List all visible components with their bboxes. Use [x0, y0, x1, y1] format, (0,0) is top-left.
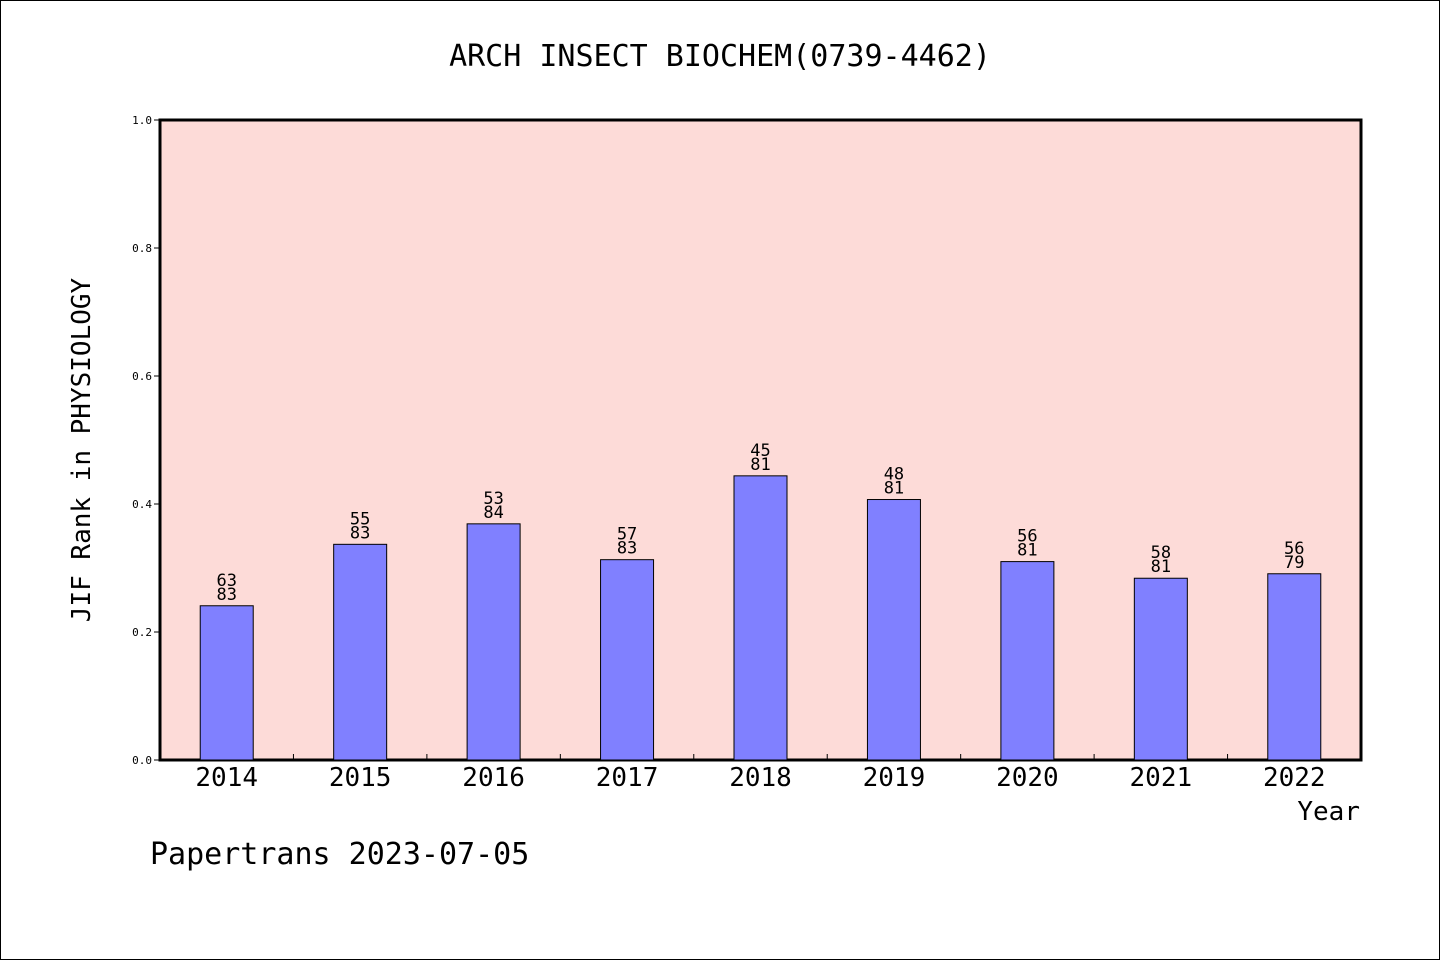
bar-label-rank: 45 [750, 441, 770, 461]
x-tick-label: 2020 [996, 763, 1059, 793]
bar-label-total: 84 [483, 503, 503, 523]
y-tick-label: 0.6 [132, 370, 152, 383]
bar-label-rank: 57 [617, 525, 637, 545]
bar-2015 [333, 543, 388, 761]
bar-label-rank: 56 [1017, 527, 1037, 547]
y-tick-label: 0.0 [132, 754, 152, 767]
x-tick-label: 2022 [1263, 763, 1326, 793]
bar-label-rank: 53 [483, 489, 503, 509]
x-tick-label: 2016 [462, 763, 525, 793]
x-tick-label: 2014 [195, 763, 258, 793]
y-tick-label: 0.8 [132, 242, 152, 255]
x-axis: 2014 2015 2016 2017 2018 2019 2020 2021 2022 [195, 754, 1326, 793]
bar-label-total: 83 [350, 523, 370, 543]
bar-label-rank: 63 [216, 571, 236, 591]
bar-label-rank: 58 [1151, 543, 1171, 563]
y-tick-label: 0.4 [132, 498, 152, 511]
bar-2014 [199, 605, 254, 761]
bar-2022 [1267, 573, 1322, 761]
bar-label-total: 81 [884, 479, 904, 499]
footer-credit: Papertrans 2023-07-05 [150, 837, 529, 872]
bar-label-rank: 48 [884, 465, 904, 485]
x-tick-label: 2015 [329, 763, 392, 793]
x-axis-label: Year [1297, 797, 1360, 827]
bar-2021 [1133, 577, 1188, 761]
bar-label-total: 83 [617, 539, 637, 559]
bar-2016 [466, 523, 521, 761]
x-tick-label: 2021 [1130, 763, 1193, 793]
bar-label-total: 83 [216, 585, 236, 605]
bar-label-rank: 56 [1284, 539, 1304, 559]
bar-2020 [1000, 561, 1055, 761]
bar-label-total: 81 [1017, 541, 1037, 561]
y-axis-label: JIF Rank in PHYSIOLOGY [67, 277, 97, 622]
x-tick-label: 2019 [863, 763, 926, 793]
y-tick-label: 0.2 [132, 626, 152, 639]
bar-label-total: 79 [1284, 553, 1304, 573]
bar-label-total: 81 [750, 455, 770, 475]
y-axis: 0.0 0.2 0.4 0.6 0.8 1.0 [132, 114, 160, 767]
bar-label-total: 81 [1151, 557, 1171, 577]
y-tick-label: 1.0 [132, 114, 152, 127]
bar-label-rank: 55 [350, 509, 370, 529]
x-tick-label: 2018 [729, 763, 792, 793]
bar-2017 [600, 559, 655, 761]
x-tick-label: 2017 [596, 763, 659, 793]
chart-title: ARCH INSECT BIOCHEM(0739-4462) [449, 39, 991, 74]
bar-2019 [866, 499, 921, 761]
bar-2018 [733, 475, 788, 761]
